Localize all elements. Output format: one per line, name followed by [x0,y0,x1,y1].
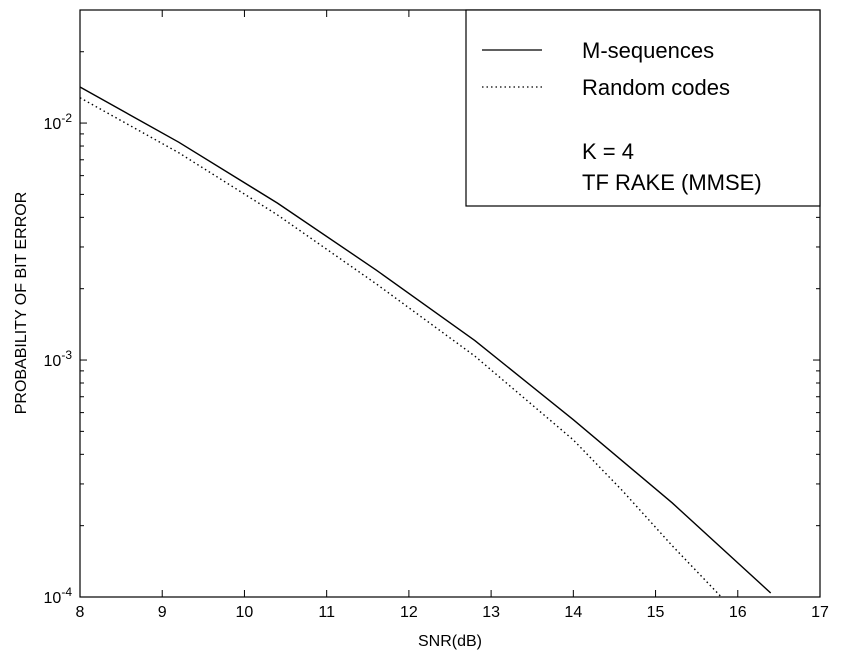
legend-label-m-sequences: M-sequences [582,38,714,63]
x-tick-label: 14 [564,604,582,621]
y-tick-label: 10-4 [44,585,73,607]
x-tick-label: 16 [729,604,747,621]
annotation-tf-rake: TF RAKE (MMSE) [582,170,762,195]
x-axis: 8 9 10 11 12 13 14 15 16 17 [76,10,829,621]
x-tick-label: 13 [482,604,500,621]
x-tick-label: 15 [647,604,665,621]
x-tick-label: 12 [400,604,418,621]
series-layer [79,86,772,598]
annotation-k: K = 4 [582,139,634,164]
y-axis-title: PROBABILITY OF BIT ERROR [13,192,30,415]
x-tick-label: 10 [236,604,254,621]
x-tick-label: 8 [76,604,85,621]
legend-box [465,9,821,207]
x-axis-title: SNR(dB) [418,633,482,650]
series-line-m-sequences [79,86,772,594]
legend-label-random-codes: Random codes [582,75,730,100]
y-tick-label: 10-3 [44,348,73,370]
legend: M-sequences Random codes K = 4 TF RAKE (… [465,9,821,207]
x-tick-label: 17 [811,604,829,621]
x-tick-label: 9 [158,604,167,621]
y-tick-label: 10-2 [44,111,73,133]
x-tick-label: 11 [318,604,335,621]
